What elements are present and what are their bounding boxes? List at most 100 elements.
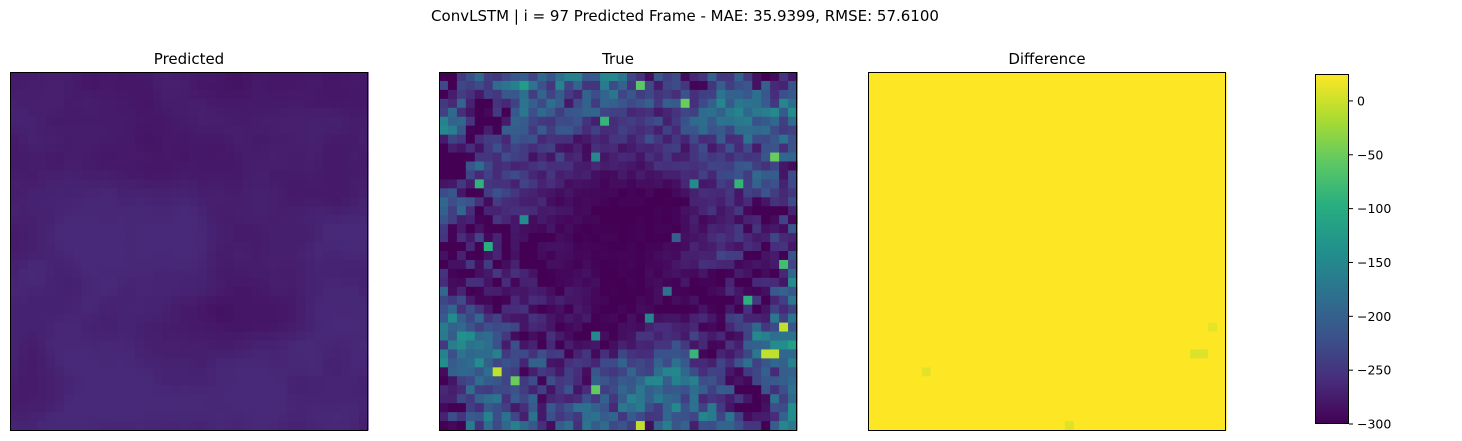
heatmap-cell [224,233,235,243]
heatmap-cell [501,421,512,431]
heatmap-cell [1208,313,1218,324]
heatmap-cell [341,161,351,172]
heatmap-cell [1038,98,1048,109]
heatmap-cell [117,286,127,297]
heatmap-cell [1190,125,1200,136]
heatmap-cell [287,340,297,351]
heatmap-cell [993,206,1003,216]
heatmap-cell [350,72,360,82]
heatmap-cell [1136,170,1147,180]
heatmap-cell [108,215,118,225]
heatmap-cell [305,161,315,172]
heatmap-cell [609,259,619,270]
heatmap-cell [1109,286,1120,297]
heatmap-cell [528,206,539,216]
heatmap-cell [966,358,976,368]
heatmap-cell [894,412,905,422]
heatmap-cell [36,268,47,279]
heatmap-cell [653,215,664,225]
heatmap-cell [1029,376,1039,386]
heatmap-cell [305,170,315,180]
heatmap-cell [305,215,315,225]
heatmap-cell [671,215,682,225]
heatmap-cell [1136,125,1147,136]
heatmap-cell [582,179,592,189]
heatmap-cell [474,125,485,136]
heatmap-cell [564,403,574,413]
heatmap-cell [162,277,172,288]
heatmap-cell [63,89,74,100]
heatmap-cell [1002,125,1012,136]
heatmap-cell [359,89,369,100]
heatmap-cell [1082,313,1093,324]
heatmap-cell [350,161,360,172]
heatmap-cell [1082,295,1093,306]
heatmap-cell [126,367,136,377]
heatmap-cell [99,358,110,368]
heatmap-cell [1181,98,1191,109]
heatmap-cell [752,80,762,91]
heatmap-cell [876,286,887,297]
heatmap-cell [653,188,664,198]
heatmap-cell [1047,134,1057,145]
heatmap-cell [966,340,976,351]
heatmap-cell [921,224,932,234]
heatmap-cell [975,421,985,431]
heatmap-cell [278,295,289,306]
heatmap-cell [555,412,565,422]
heatmap-cell [474,295,485,306]
heatmap-cell [885,403,896,413]
heatmap-cell [189,116,199,127]
heatmap-cell [1208,170,1218,180]
heatmap-cell [27,403,38,413]
heatmap-cell [885,358,896,368]
heatmap-cell [707,331,718,342]
heatmap-cell [528,412,539,422]
heatmap-cell [1136,134,1147,145]
heatmap-cell [465,107,476,118]
heatmap-cell [501,322,512,333]
heatmap-cell [582,268,592,279]
heatmap-cell [1029,188,1039,198]
heatmap-cell [885,331,896,342]
heatmap-cell [1020,349,1030,359]
heatmap-cell [233,304,244,315]
heatmap-cell [63,72,74,82]
heatmap-cell [1190,295,1200,306]
heatmap-cell [1127,179,1138,189]
heatmap-cell [287,224,297,234]
heatmap-cell [779,188,789,198]
heatmap-cell [1109,215,1120,225]
heatmap-cell [350,304,360,315]
heatmap-cell [680,331,691,342]
heatmap-cell [591,125,601,136]
heatmap-cell [984,412,994,422]
heatmap-cell [555,206,565,216]
heatmap-cell [1118,322,1129,333]
heatmap-cell [1064,259,1075,270]
heatmap-cell [305,89,315,100]
heatmap-cell [269,242,280,252]
heatmap-cell [251,134,262,145]
heatmap-cell [537,394,547,404]
heatmap-cell [189,134,199,145]
heatmap-cell [99,295,110,306]
heatmap-cell [242,72,253,82]
heatmap-cell [1082,376,1093,386]
heatmap-cell [206,197,217,207]
heatmap-cell [885,259,896,270]
heatmap-cell [1136,313,1147,324]
heatmap-cell [519,313,530,324]
heatmap-cell [876,385,887,395]
heatmap-cell [564,80,574,91]
heatmap-cell [180,98,190,109]
heatmap-cell [81,331,92,342]
heatmap-cell [537,349,547,359]
heatmap-cell [108,259,118,270]
heatmap-cell [90,403,101,413]
heatmap-cell [582,152,592,163]
heatmap-cell [903,152,914,163]
heatmap-cell [1136,358,1147,368]
heatmap-cell [260,143,271,154]
heatmap-cell [483,116,494,127]
